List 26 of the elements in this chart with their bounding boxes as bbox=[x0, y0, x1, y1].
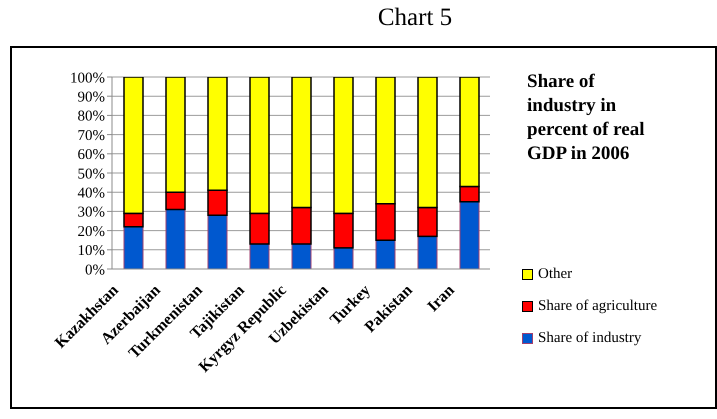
bar bbox=[292, 244, 312, 269]
y-tick-label: 70% bbox=[78, 128, 105, 144]
bar bbox=[124, 226, 144, 269]
y-tick-label: 20% bbox=[78, 224, 105, 240]
y-tick-label: 10% bbox=[78, 243, 105, 260]
legend-label: Share of agriculture bbox=[538, 298, 658, 314]
caption: Chart 5 bbox=[376, 4, 454, 32]
y-tick-label: 0% bbox=[85, 262, 105, 278]
y-tick-label: 90% bbox=[78, 90, 105, 106]
y-tick-label: 100% bbox=[70, 70, 105, 86]
x-tick-label: Iran bbox=[424, 282, 458, 316]
y-tick-label: 80% bbox=[78, 108, 105, 125]
legend-label: Share of industry bbox=[538, 330, 642, 346]
bar bbox=[250, 244, 270, 269]
y-tick-label: 40% bbox=[78, 186, 105, 202]
text: Share of industry in percent of real GDP in 2006 bbox=[527, 70, 646, 166]
legend-label: Other bbox=[538, 266, 572, 282]
bar bbox=[334, 247, 354, 269]
bar bbox=[418, 236, 438, 269]
bar bbox=[208, 214, 228, 269]
bar bbox=[166, 208, 186, 269]
bar bbox=[376, 240, 396, 269]
y-tick-label: 30% bbox=[78, 204, 105, 221]
bar bbox=[460, 201, 480, 269]
y-tick-label: 50% bbox=[78, 166, 105, 182]
y-tick-label: 60% bbox=[78, 147, 105, 164]
